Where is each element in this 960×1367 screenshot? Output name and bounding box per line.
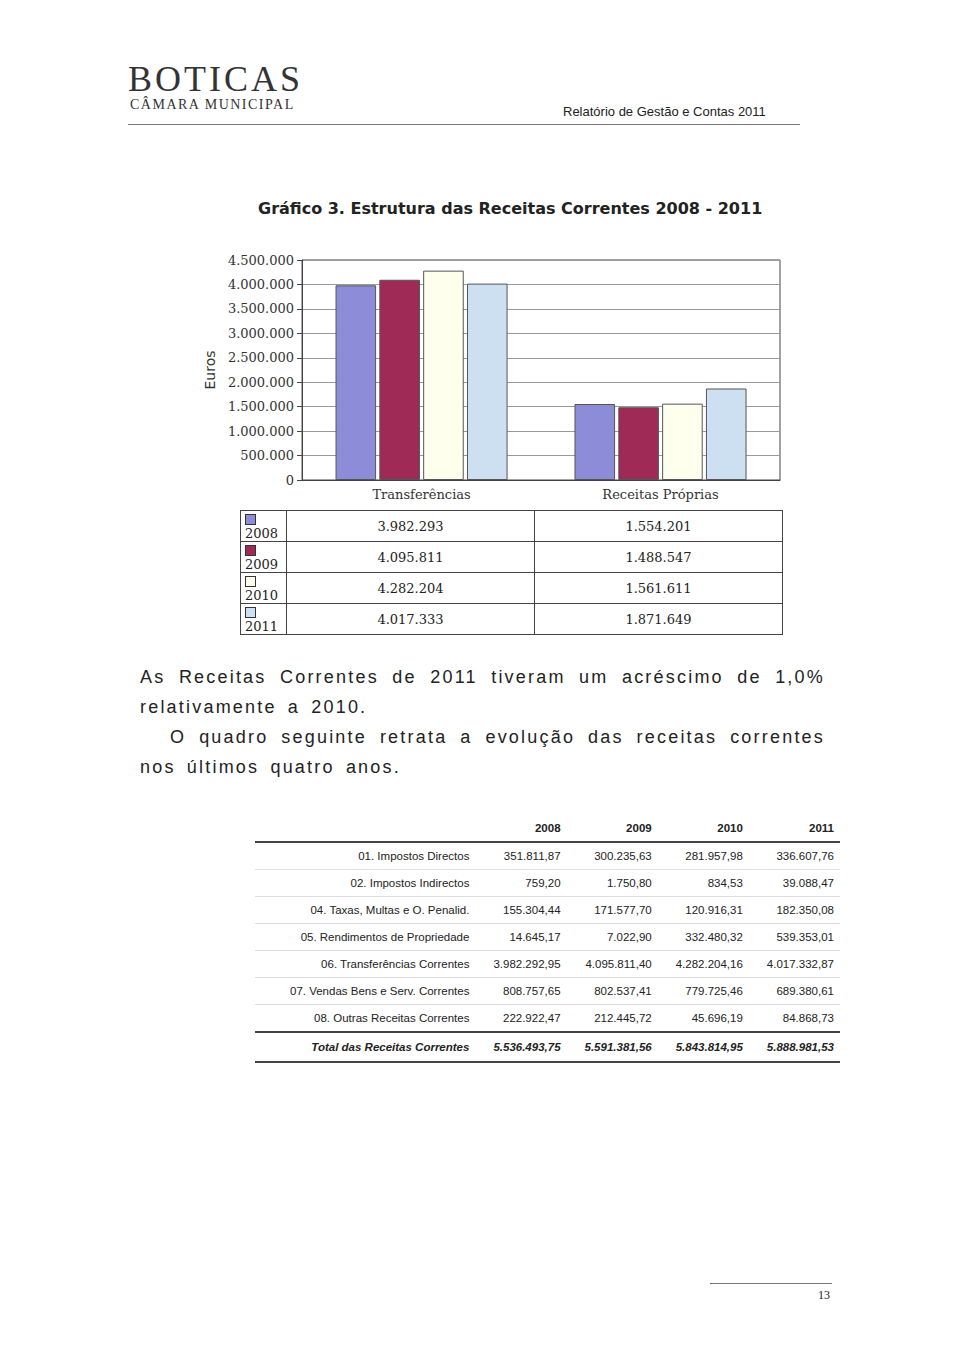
- svg-text:500.000: 500.000: [240, 448, 294, 463]
- html-text:1.561.611: 1.561.611: [625, 580, 692, 596]
- html-text:2010: 2010: [245, 588, 279, 603]
- html-text:08. Outras Receitas Correntes: 08. Outras Receitas Correntes: [314, 1012, 470, 1024]
- html-text:2011: 2011: [809, 822, 834, 834]
- html-text:Total das Receitas Correntes: Total das Receitas Correntes: [311, 1041, 470, 1053]
- svg-text:0: 0: [286, 473, 294, 488]
- html-text:2011: 2011: [245, 619, 279, 634]
- svg-text:4.000.000: 4.000.000: [228, 277, 294, 292]
- html-text:05. Rendimentos de Propriedade: 05. Rendimentos de Propriedade: [300, 931, 470, 943]
- html-text:4.017.333: 4.017.333: [377, 611, 444, 627]
- html-text:O quadro seguinte retrata a ev: O quadro seguinte retrata a evolução das…: [140, 727, 825, 777]
- html-text:Relatório de Gestão e Contas 2: Relatório de Gestão e Contas 2011: [563, 104, 766, 119]
- html-text:834,53: 834,53: [707, 877, 743, 889]
- html-text:As Receitas Correntes de 2011: As Receitas Correntes de 2011 tiveram um…: [140, 667, 825, 717]
- html-text:212.445,72: 212.445,72: [594, 1012, 652, 1024]
- html-text:2010: 2010: [717, 822, 743, 834]
- html-text:336.607,76: 336.607,76: [776, 850, 834, 862]
- html-text:2008: 2008: [535, 822, 561, 834]
- html-text:689.380,61: 689.380,61: [776, 985, 834, 997]
- html-text:3.982.292,95: 3.982.292,95: [493, 958, 561, 970]
- html-text:1.488.547: 1.488.547: [625, 549, 692, 565]
- html-text:5.843.814,95: 5.843.814,95: [675, 1041, 743, 1053]
- html-text:171.577,70: 171.577,70: [594, 904, 652, 916]
- html-text:808.757,65: 808.757,65: [503, 985, 561, 997]
- html-text:802.537,41: 802.537,41: [594, 985, 652, 997]
- html-text:300.235,63: 300.235,63: [594, 850, 652, 862]
- html-text:4.282.204,16: 4.282.204,16: [675, 958, 743, 970]
- html-text:281.957,98: 281.957,98: [685, 850, 743, 862]
- html-text:1.750,80: 1.750,80: [606, 877, 652, 889]
- html-text:120.916,31: 120.916,31: [685, 904, 743, 916]
- svg-text:Transferências: Transferências: [372, 487, 470, 502]
- html-text:14.645,17: 14.645,17: [509, 931, 561, 943]
- html-text:5.536.493,75: 5.536.493,75: [493, 1041, 561, 1053]
- svg-text:4.500.000: 4.500.000: [228, 253, 294, 268]
- svg-text:3.500.000: 3.500.000: [228, 301, 294, 316]
- html-text:539.353,01: 539.353,01: [776, 931, 834, 943]
- html-text:4.017.332,87: 4.017.332,87: [766, 958, 834, 970]
- html-text:759,20: 759,20: [525, 877, 561, 889]
- html-text:4.095.811: 4.095.811: [377, 549, 444, 565]
- html-text:CÂMARA MUNICIPAL: CÂMARA MUNICIPAL: [130, 97, 295, 112]
- svg-text:3.000.000: 3.000.000: [228, 326, 294, 341]
- html-text:1.871.649: 1.871.649: [625, 611, 692, 627]
- html-text:39.088,47: 39.088,47: [782, 877, 834, 889]
- html-text:84.868,73: 84.868,73: [782, 1012, 834, 1024]
- html-text:2009: 2009: [626, 822, 652, 834]
- html-text:01. Impostos Directos: 01. Impostos Directos: [358, 850, 470, 862]
- html-text:13: 13: [818, 1288, 830, 1302]
- html-text:779.725,46: 779.725,46: [685, 985, 743, 997]
- html-text:222.922,47: 222.922,47: [503, 1012, 561, 1024]
- html-text:5.888.981,53: 5.888.981,53: [766, 1041, 834, 1053]
- html-text:02. Impostos Indirectos: 02. Impostos Indirectos: [350, 877, 470, 889]
- html-text:5.591.381,56: 5.591.381,56: [584, 1041, 652, 1053]
- html-text:Gráfico 3. Estrutura das Recei: Gráfico 3. Estrutura das Receitas Corren…: [258, 199, 763, 218]
- html-text:06. Transferências Correntes: 06. Transferências Correntes: [321, 958, 470, 970]
- html-text:351.811,87: 351.811,87: [503, 850, 561, 862]
- svg-text:2.000.000: 2.000.000: [228, 375, 294, 390]
- html-text:2009: 2009: [245, 557, 279, 572]
- html-text:4.095.811,40: 4.095.811,40: [585, 958, 652, 970]
- svg-text:1.000.000: 1.000.000: [228, 424, 294, 439]
- html-text:07. Vendas Bens e Serv. Corren: 07. Vendas Bens e Serv. Correntes: [290, 985, 470, 997]
- svg-text:Receitas Próprias: Receitas Próprias: [602, 487, 718, 502]
- html-text:332.480,32: 332.480,32: [685, 931, 743, 943]
- html-text:155.304,44: 155.304,44: [503, 904, 561, 916]
- svg-text:1.500.000: 1.500.000: [228, 399, 294, 414]
- svg-text:2.500.000: 2.500.000: [228, 350, 294, 365]
- html-text:1.554.201: 1.554.201: [625, 518, 692, 534]
- html-text:7.022,90: 7.022,90: [606, 931, 652, 943]
- html-text:4.282.204: 4.282.204: [377, 580, 444, 596]
- html-text:3.982.293: 3.982.293: [377, 518, 444, 534]
- html-text:182.350,08: 182.350,08: [776, 904, 834, 916]
- html-text:2008: 2008: [245, 526, 279, 541]
- html-text:45.696,19: 45.696,19: [691, 1012, 743, 1024]
- svg-text:Euros: Euros: [202, 350, 218, 389]
- html-text:04. Taxas, Multas e O. Penalid: 04. Taxas, Multas e O. Penalid.: [310, 904, 470, 916]
- html-text:BOTICAS: BOTICAS: [128, 59, 303, 99]
